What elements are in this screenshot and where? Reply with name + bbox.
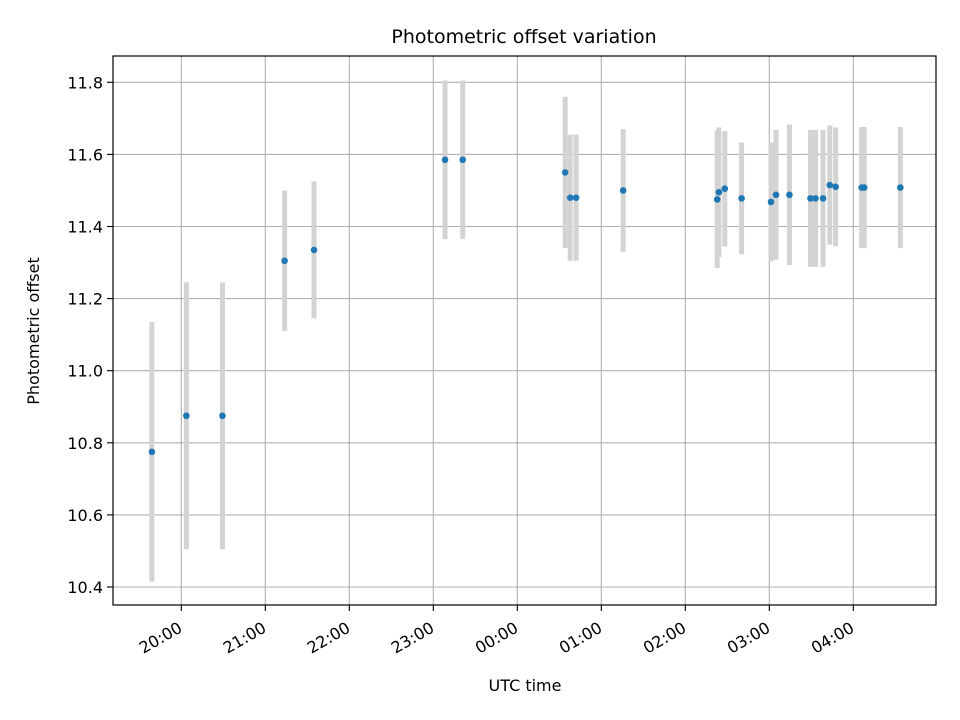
data-point — [860, 184, 868, 191]
data-point — [721, 185, 729, 192]
data-point — [812, 195, 819, 202]
x-tick-label: 22:00 — [304, 618, 353, 658]
data-point — [561, 169, 569, 176]
x-tick-label: 02:00 — [640, 618, 689, 658]
y-tick-label: 11.8 — [67, 73, 103, 92]
y-tick-label: 10.4 — [67, 578, 103, 597]
data-point — [772, 191, 780, 199]
data-point — [713, 196, 721, 203]
data-point — [281, 257, 288, 265]
data-point — [183, 412, 190, 420]
data-point — [767, 198, 775, 206]
data-point — [715, 188, 723, 196]
data-point — [566, 194, 574, 201]
data-point — [310, 246, 318, 254]
data-point — [807, 195, 814, 202]
x-axis-ticks: 20:00 21:00 22:00 23:00 00:00 01:00 02:00 03:00… — [136, 605, 857, 658]
x-tick-label: 01:00 — [556, 618, 605, 658]
y-tick-label: 10.8 — [67, 434, 103, 453]
data-point — [219, 412, 226, 420]
data-point — [738, 195, 745, 202]
y-tick-label: 11.0 — [67, 362, 103, 381]
data-points — [148, 156, 904, 456]
y-tick-label: 10.6 — [67, 506, 103, 525]
x-tick-label: 04:00 — [808, 618, 857, 658]
chart-title: Photometric offset variation — [391, 26, 656, 48]
y-axis-label: Photometric offset — [24, 257, 43, 405]
data-point — [819, 195, 827, 202]
x-tick-label: 20:00 — [136, 618, 185, 658]
x-tick-label: 00:00 — [472, 618, 521, 658]
error-bars — [149, 80, 903, 582]
plot-area-frame — [112, 55, 937, 606]
data-point — [826, 181, 834, 189]
x-tick-label: 21:00 — [220, 618, 269, 658]
data-point — [786, 191, 793, 199]
data-point — [619, 187, 627, 194]
data-point — [897, 184, 904, 191]
data-point — [832, 183, 839, 191]
grid — [113, 56, 936, 605]
data-point — [148, 448, 156, 456]
data-point — [572, 194, 580, 201]
y-axis-ticks: 10.4 10.6 10.8 11.0 11.2 11.4 11.6 11.8 — [67, 73, 113, 597]
x-axis-label: UTC time — [489, 676, 562, 695]
data-point — [459, 156, 467, 164]
x-tick-label: 03:00 — [724, 618, 773, 658]
y-tick-label: 11.4 — [67, 218, 103, 237]
x-tick-label: 23:00 — [388, 618, 437, 658]
data-point — [441, 156, 449, 164]
y-tick-label: 11.2 — [67, 290, 103, 309]
y-tick-label: 11.6 — [67, 145, 103, 164]
